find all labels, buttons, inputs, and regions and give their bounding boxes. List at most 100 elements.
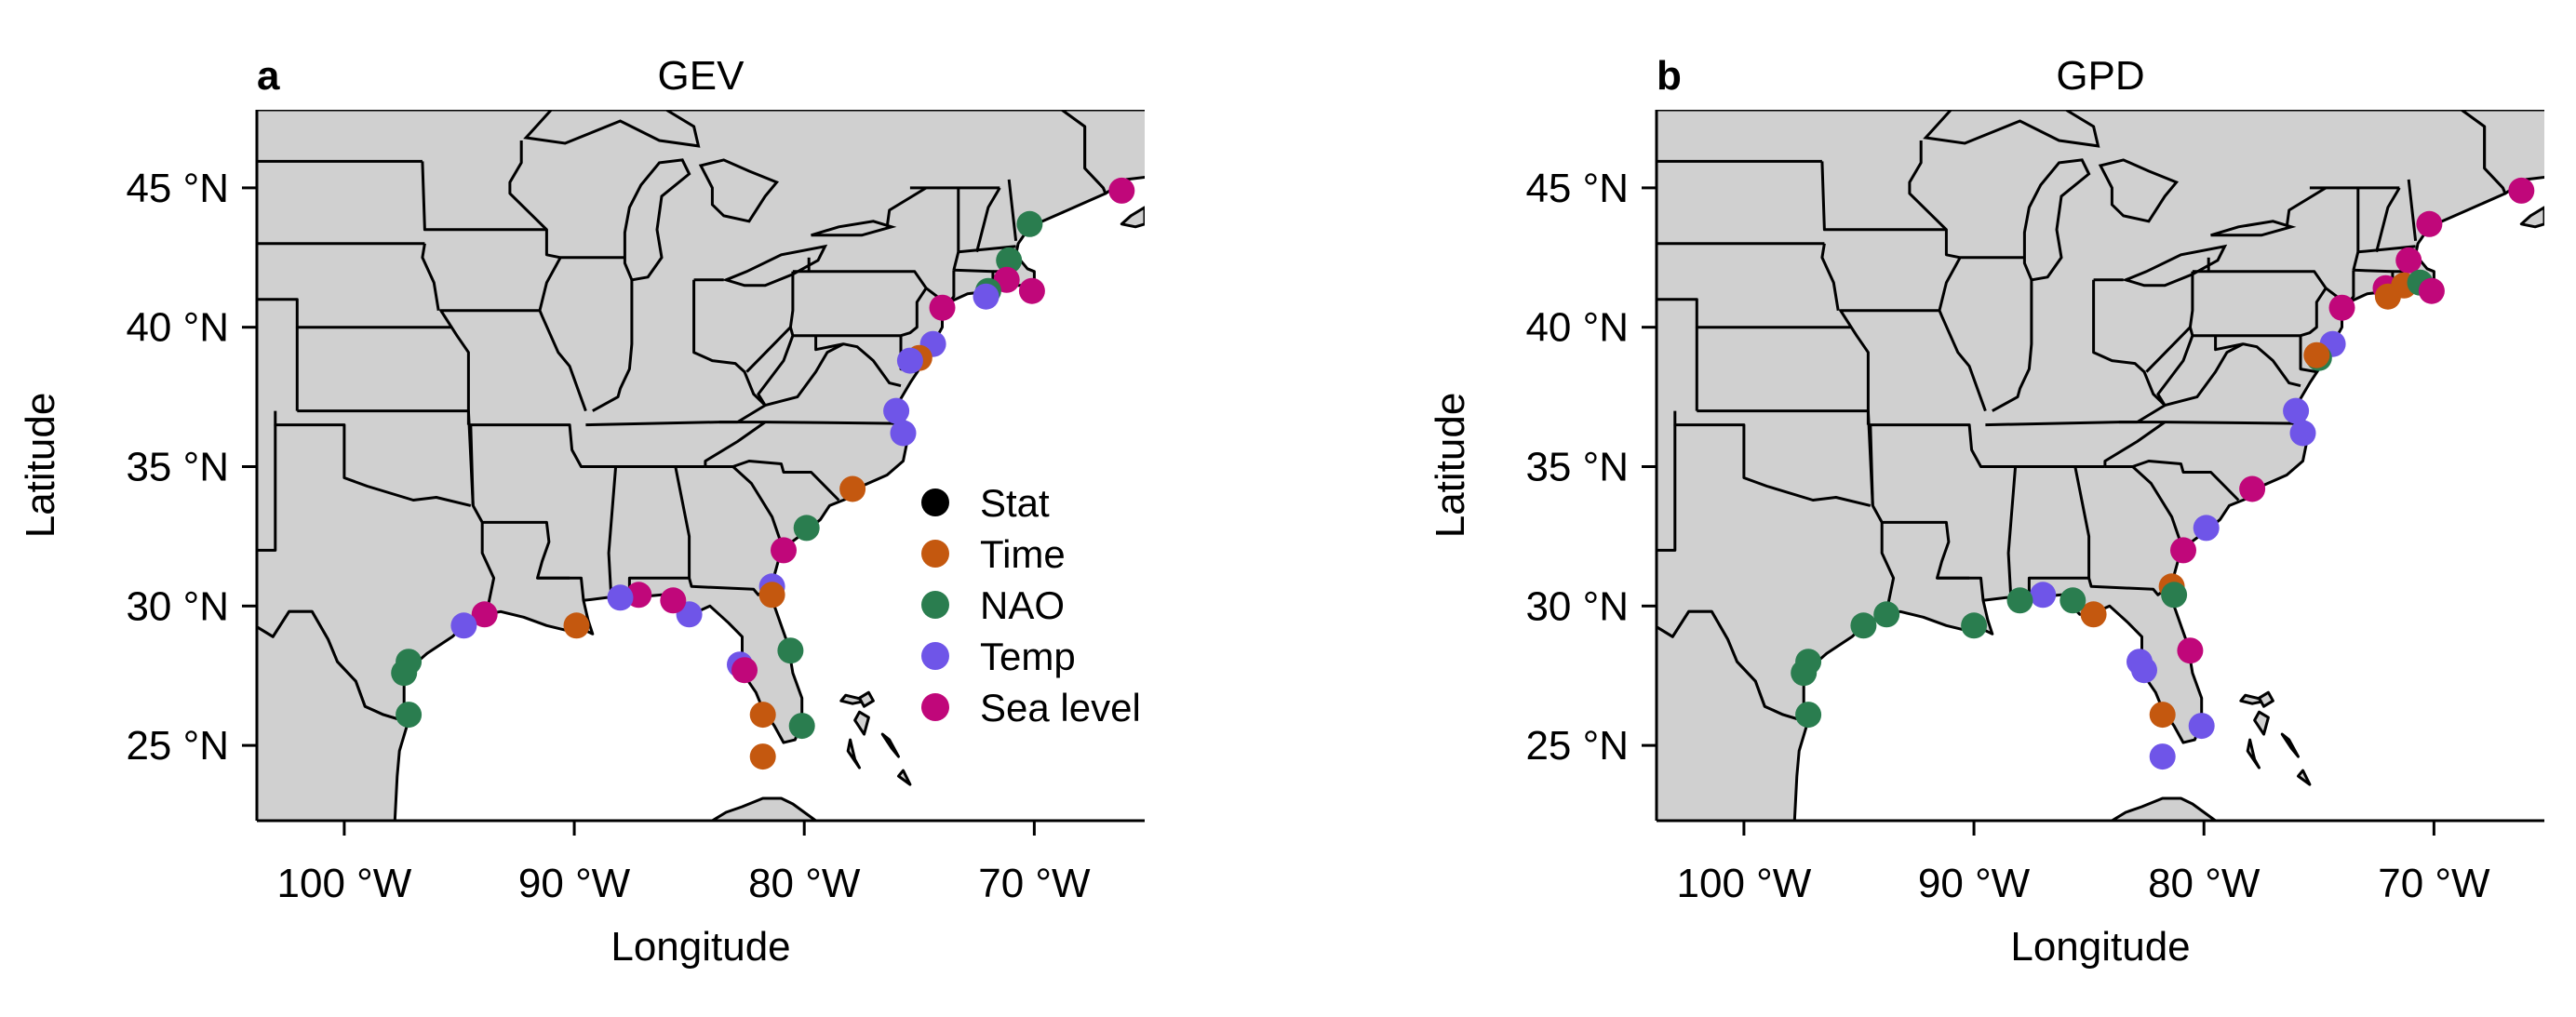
station-point — [771, 537, 797, 564]
y-axis-title: Latitude — [1428, 393, 1473, 539]
state-border — [757, 327, 844, 408]
canada-landmass — [1060, 110, 1145, 195]
station-point — [2006, 587, 2033, 614]
panel-gev-map: 100 °W 90 °W 80 °W 70 °W 25 °N 30 °N 35 °N 40 °… — [18, 53, 1145, 970]
state-border — [952, 251, 960, 271]
great-lake — [698, 158, 780, 223]
y-tick-label: 25 °N — [1525, 723, 1629, 769]
legend-marker — [921, 693, 949, 721]
station-point — [749, 702, 776, 729]
station-point — [996, 247, 1023, 274]
legend-label: NAO — [980, 583, 1065, 627]
station-point — [839, 475, 866, 502]
map-basemap — [257, 110, 1145, 821]
station-point — [2177, 637, 2204, 664]
station-point — [2289, 420, 2316, 447]
bahamas-island — [853, 710, 870, 736]
station-point — [2080, 601, 2107, 628]
legend-marker — [921, 642, 949, 670]
station-point — [929, 294, 956, 321]
great-lake — [523, 110, 701, 148]
state-border — [2299, 335, 2317, 374]
state-border — [2407, 179, 2418, 241]
station-point — [793, 515, 820, 542]
x-tick-label: 70 °W — [2378, 861, 2490, 906]
x-tick-label: 90 °W — [1918, 861, 2031, 906]
cuba-landmass — [2089, 796, 2218, 821]
bahamas-island — [858, 690, 875, 708]
bahamas-island — [2253, 710, 2270, 736]
bahamas-island — [880, 732, 900, 758]
legend-marker — [921, 488, 949, 516]
x-tick-label: 100 °W — [1677, 861, 1812, 906]
station-point — [2193, 515, 2220, 542]
state-border — [1820, 161, 1947, 232]
x-tick-label: 90 °W — [518, 861, 631, 906]
state-border — [2103, 421, 2167, 467]
bahamas-island — [2280, 732, 2300, 758]
station-point — [2059, 587, 2086, 614]
bahamas-island — [2246, 738, 2261, 769]
state-border — [1938, 257, 1962, 312]
station-point — [396, 702, 423, 729]
legend-label: Stat — [980, 481, 1050, 525]
state-border — [731, 465, 785, 551]
state-border — [257, 424, 277, 552]
state-border — [2352, 251, 2360, 271]
station-point — [660, 587, 687, 614]
state-border — [2156, 327, 2244, 408]
state-border — [1673, 410, 1872, 507]
state-border — [2357, 245, 2416, 254]
y-tick-label: 35 °N — [126, 444, 229, 489]
x-axis-title: Longitude — [610, 924, 790, 970]
legend-label: Sea level — [980, 686, 1141, 729]
station-points — [1791, 177, 2535, 770]
state-border — [2027, 576, 2089, 595]
station-point — [2508, 177, 2535, 204]
state-border — [814, 335, 902, 388]
station-point — [1850, 612, 1877, 639]
great-lake — [1923, 110, 2100, 148]
station-point — [563, 612, 590, 639]
station-point — [2161, 582, 2188, 609]
nova-scotia-landmass — [2519, 206, 2544, 229]
state-border — [1657, 424, 1677, 552]
panel-letter: b — [1657, 53, 1682, 99]
state-border — [2118, 421, 2299, 425]
station-point — [2418, 277, 2445, 304]
state-border — [1908, 141, 2025, 260]
station-point — [731, 657, 758, 684]
cuba-landmass — [690, 796, 818, 821]
state-border — [2131, 465, 2185, 551]
x-tick-label: 80 °W — [2148, 861, 2261, 906]
map-basemap — [1657, 110, 2544, 821]
station-point — [883, 397, 910, 424]
state-border — [1992, 279, 2033, 412]
nova-scotia-landmass — [1120, 206, 1145, 229]
state-border — [2073, 466, 2170, 596]
x-tick-label: 100 °W — [277, 861, 412, 906]
state-border — [469, 423, 705, 506]
panel-title: GPD — [2056, 53, 2144, 99]
state-border — [2214, 335, 2301, 388]
state-border — [421, 161, 547, 232]
station-point — [890, 420, 917, 447]
panel-letter: a — [257, 53, 280, 99]
station-point — [1873, 601, 1900, 628]
great-lake — [811, 220, 897, 237]
y-tick-label: 40 °N — [1525, 305, 1629, 351]
station-point — [777, 637, 804, 664]
station-point — [2303, 341, 2330, 368]
mexico-landmass — [257, 609, 410, 821]
state-border — [2375, 187, 2401, 253]
x-axis-title: Longitude — [2010, 924, 2190, 970]
great-lake — [2210, 220, 2297, 237]
state-border — [592, 279, 634, 412]
great-lake — [2098, 158, 2180, 223]
station-point — [1961, 612, 1988, 639]
canada-landmass — [2460, 110, 2544, 195]
station-point — [2170, 537, 2196, 564]
station-point — [2416, 210, 2443, 237]
state-border — [538, 257, 562, 312]
